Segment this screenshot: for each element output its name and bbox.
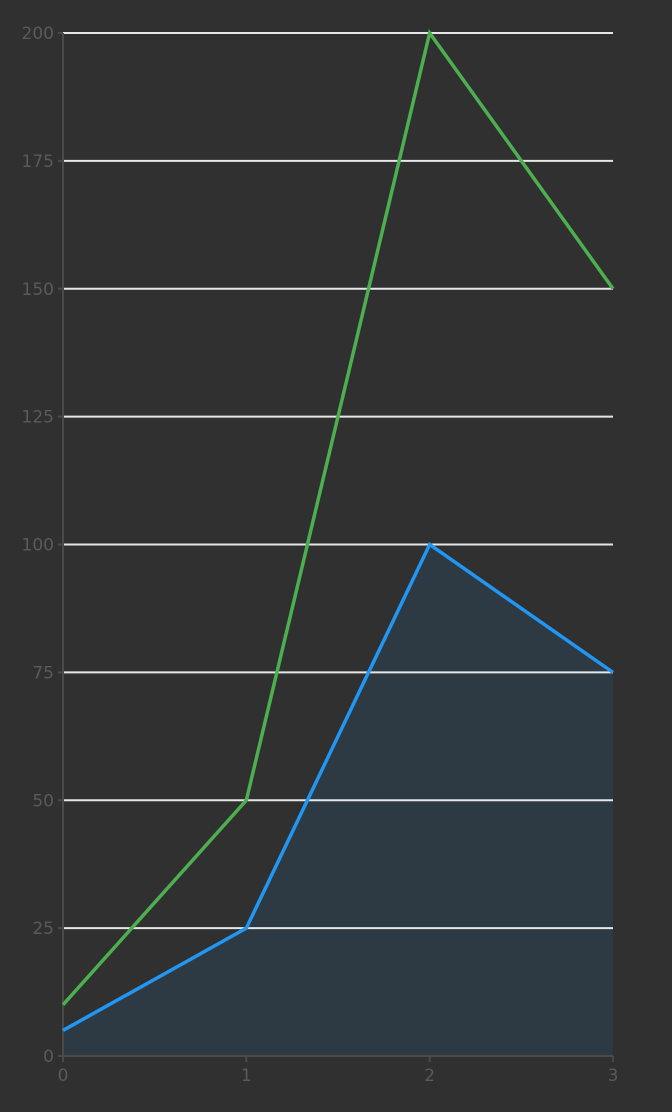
x-tick-labels: 0 1 2 3 xyxy=(58,1066,619,1086)
y-tick-label: 50 xyxy=(32,791,54,811)
x-tick-label: 3 xyxy=(608,1066,619,1086)
x-tick-label: 1 xyxy=(241,1066,252,1086)
y-tick-label: 175 xyxy=(22,152,54,172)
axes xyxy=(58,32,614,1062)
x-tick-label: 2 xyxy=(424,1066,435,1086)
y-tick-label: 25 xyxy=(32,919,54,939)
y-tick-label: 200 xyxy=(22,24,54,44)
y-tick-label: 100 xyxy=(22,536,54,556)
y-tick-labels: 0 25 50 75 100 125 150 175 200 xyxy=(22,24,54,1067)
y-tick-label: 0 xyxy=(43,1047,54,1067)
series-lines xyxy=(61,28,615,1032)
y-tick-label: 125 xyxy=(22,408,54,428)
y-tick-label: 75 xyxy=(32,663,54,683)
x-tick-label: 0 xyxy=(58,1066,69,1086)
y-tick-label: 150 xyxy=(22,280,54,300)
series-0-line xyxy=(61,28,615,1007)
series-1-line xyxy=(62,541,615,1032)
